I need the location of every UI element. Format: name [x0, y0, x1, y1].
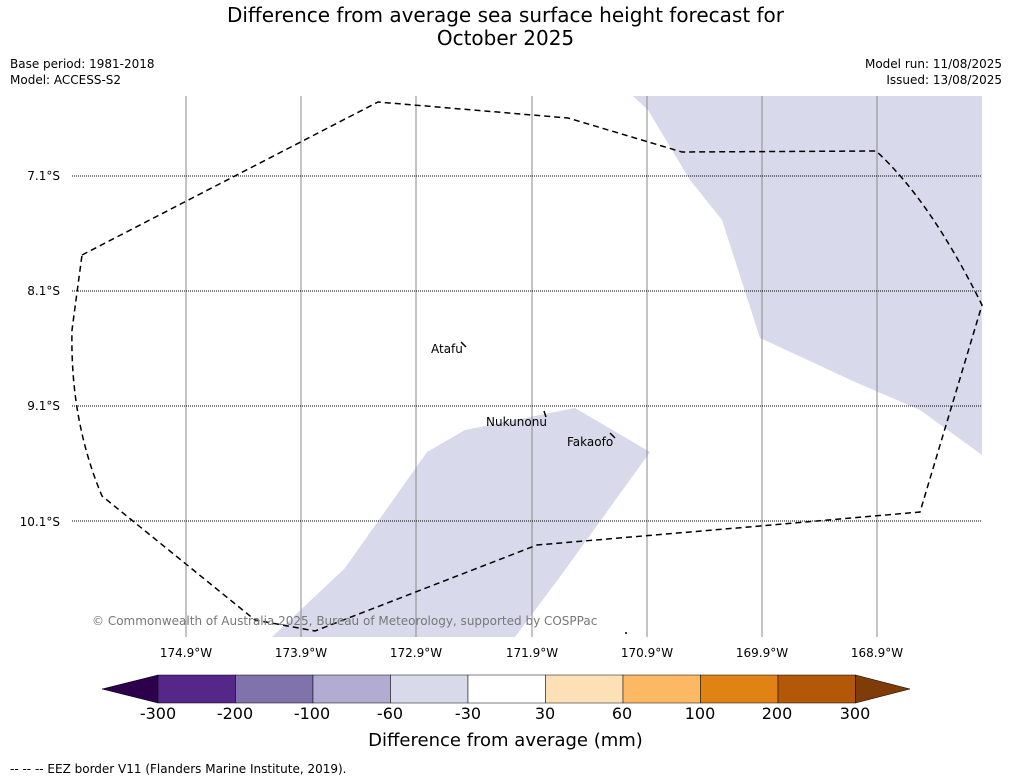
lat-label-7-1: 7.1°S	[27, 169, 60, 183]
base-period: Base period: 1981-2018	[10, 57, 155, 71]
lon-label-168-9: 168.9°W	[850, 646, 904, 660]
colorbar-tick-2: -100	[293, 704, 331, 723]
issued-date: Issued: 13/08/2025	[886, 73, 1002, 87]
colorbar-tick-5: 30	[534, 704, 556, 723]
map-title: Difference from average sea surface heig…	[0, 4, 1011, 50]
colorbar-tick-7: 100	[684, 704, 716, 723]
colorbar-segment-9	[777, 674, 856, 704]
lat-label-9-1: 9.1°S	[27, 399, 60, 413]
colorbar-extend-low	[101, 674, 159, 704]
colorbar-segment-3	[312, 674, 391, 704]
lon-label-172-9: 172.9°W	[389, 646, 443, 660]
parallel-lines	[72, 175, 982, 522]
eez-border	[71, 101, 983, 632]
place-label-atafu: Atafu	[431, 342, 463, 356]
colorbar-segment-6	[545, 674, 624, 704]
place-label-nukunonu: Nukunonu	[486, 415, 547, 429]
colorbar-segment-1	[157, 674, 236, 704]
colorbar-tick-8: 200	[761, 704, 793, 723]
lon-label-171-9: 171.9°W	[505, 646, 559, 660]
lat-label-10-1: 10.1°S	[19, 515, 60, 529]
model-name: Model: ACCESS-S2	[10, 73, 122, 87]
place-label-fakaofo: Fakaofo	[567, 435, 614, 449]
lon-label-173-9: 173.9°W	[274, 646, 328, 660]
colorbar-segment-2	[235, 674, 314, 704]
title-line-2: October 2025	[436, 26, 575, 50]
lon-label-169-9: 169.9°W	[735, 646, 789, 660]
colorbar-tick-1: -200	[216, 704, 254, 723]
anomaly-region-south	[272, 408, 650, 637]
small-islet	[625, 632, 627, 634]
anomaly-region-east	[633, 96, 982, 455]
colorbar-tick-6: 60	[611, 704, 633, 723]
colorbar-tick-3: -60	[376, 704, 404, 723]
colorbar-segment-7	[622, 674, 701, 704]
colorbar-segment-4	[390, 674, 469, 704]
colorbar-segment-5	[467, 674, 546, 704]
colorbar-title: Difference from average (mm)	[368, 730, 643, 751]
colorbar-segment-8	[700, 674, 779, 704]
atafu-island	[460, 341, 467, 348]
meta-left: Base period: 1981-2018 Model: ACCESS-S2	[10, 56, 155, 88]
lat-label-8-1: 8.1°S	[27, 284, 60, 298]
colorbar-tick-4: -30	[454, 704, 482, 723]
colorbar-extend-high	[855, 674, 911, 704]
lon-label-174-9: 174.9°W	[159, 646, 213, 660]
meta-right: Model run: 11/08/2025 Issued: 13/08/2025	[865, 56, 1002, 88]
colorbar-tick-9: 300	[839, 704, 871, 723]
colorbar	[101, 674, 911, 704]
colorbar-tick-0: -300	[139, 704, 177, 723]
eez-legend: -- -- -- EEZ border V11 (Flanders Marine…	[10, 762, 347, 776]
fakaofo-island	[609, 432, 616, 439]
meridian-lines	[185, 96, 878, 637]
copyright-notice: © Commonwealth of Australia 2025, Bureau…	[92, 614, 598, 628]
title-line-1: Difference from average sea surface heig…	[226, 3, 785, 27]
model-run: Model run: 11/08/2025	[864, 57, 1002, 71]
lon-label-170-9: 170.9°W	[620, 646, 674, 660]
nukunonu-island	[543, 410, 547, 418]
